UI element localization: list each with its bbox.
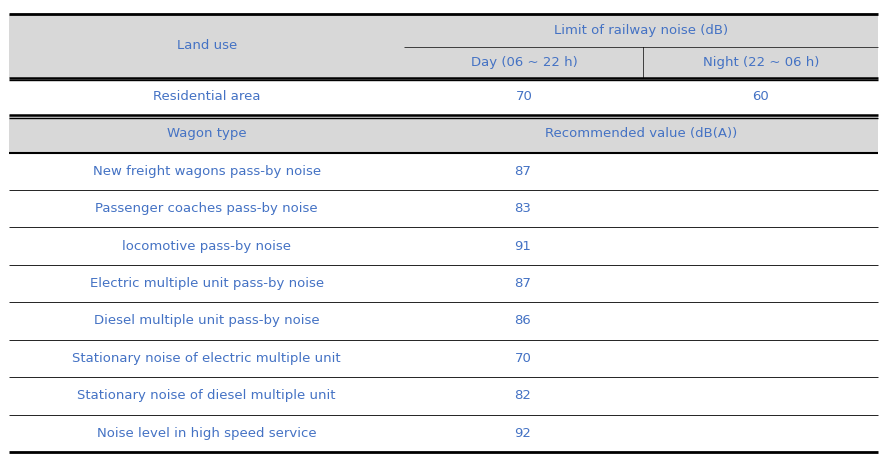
Text: New freight wagons pass-by noise: New freight wagons pass-by noise (92, 164, 321, 178)
Text: 70: 70 (514, 352, 531, 365)
Bar (404, 115, 877, 152)
Text: 87: 87 (514, 277, 531, 290)
Text: 87: 87 (514, 164, 531, 178)
Bar (9, 302, 877, 340)
Text: 70: 70 (515, 90, 532, 103)
Text: Night (22 ~ 06 h): Night (22 ~ 06 h) (702, 56, 818, 69)
Text: Electric multiple unit pass-by noise: Electric multiple unit pass-by noise (89, 277, 323, 290)
Text: locomotive pass-by noise: locomotive pass-by noise (122, 240, 291, 253)
Text: Noise level in high speed service: Noise level in high speed service (97, 427, 316, 440)
Text: 92: 92 (514, 427, 531, 440)
Text: 83: 83 (514, 202, 531, 215)
Bar (404, 14, 877, 78)
Bar (9, 415, 877, 452)
Text: 60: 60 (751, 90, 768, 103)
Text: Land use: Land use (176, 39, 237, 52)
Text: Day (06 ~ 22 h): Day (06 ~ 22 h) (470, 56, 577, 69)
Text: Stationary noise of diesel multiple unit: Stationary noise of diesel multiple unit (77, 390, 336, 402)
Text: 82: 82 (514, 390, 531, 402)
Bar (9, 377, 877, 415)
Text: 86: 86 (514, 315, 531, 328)
Text: Limit of railway noise (dB): Limit of railway noise (dB) (554, 24, 727, 37)
Bar (9, 227, 877, 265)
Bar (9, 190, 877, 227)
Text: 91: 91 (514, 240, 531, 253)
Text: Passenger coaches pass-by noise: Passenger coaches pass-by noise (95, 202, 317, 215)
Bar (9, 14, 404, 78)
Text: Stationary noise of electric multiple unit: Stationary noise of electric multiple un… (73, 352, 340, 365)
Text: Residential area: Residential area (152, 90, 260, 103)
Text: Diesel multiple unit pass-by noise: Diesel multiple unit pass-by noise (94, 315, 319, 328)
Bar (9, 340, 877, 377)
Bar (9, 78, 877, 115)
Bar (9, 152, 877, 190)
Text: Recommended value (dB(A)): Recommended value (dB(A)) (545, 127, 736, 140)
Bar (9, 265, 877, 302)
Bar (9, 115, 404, 152)
Text: Wagon type: Wagon type (167, 127, 246, 140)
